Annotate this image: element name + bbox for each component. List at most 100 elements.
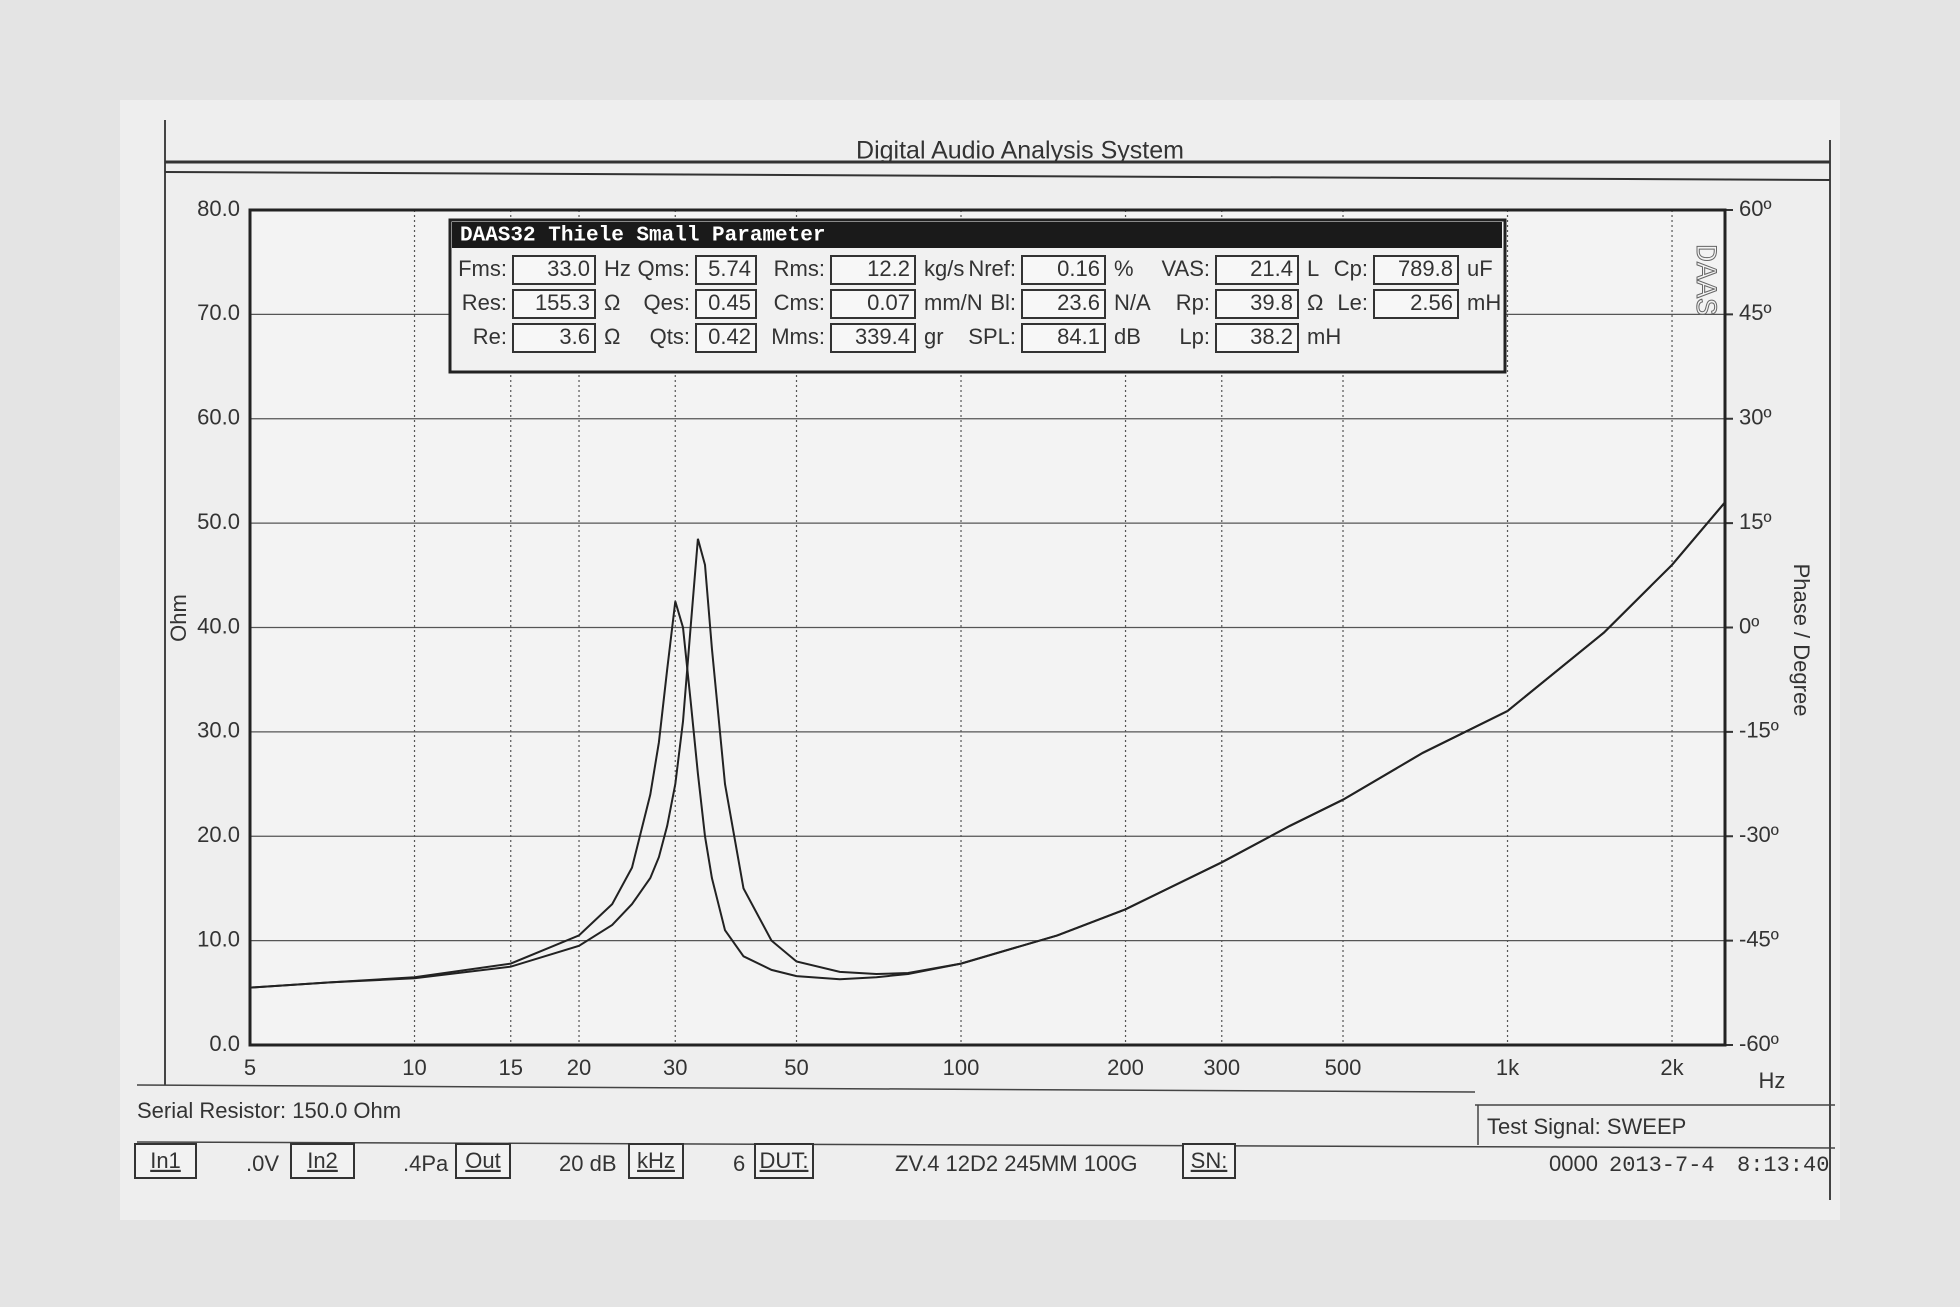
param-box — [1215, 323, 1299, 353]
param-box — [695, 255, 757, 285]
param-value: 39.8 — [1250, 290, 1293, 315]
param-box — [1215, 255, 1299, 285]
panel-title: DAAS32 Thiele Small Parameter — [460, 225, 825, 248]
param-value: 5.74 — [708, 256, 751, 281]
param-unit: mm/N — [924, 290, 983, 315]
param-box — [1021, 289, 1106, 319]
y2-tick-label: 45º — [1739, 300, 1772, 325]
param-value: 33.0 — [547, 256, 590, 281]
param-unit: % — [1114, 256, 1134, 281]
param-label: Bl: — [990, 290, 1016, 315]
param-unit: dB — [1114, 324, 1141, 349]
control-value: 20 dB — [559, 1151, 617, 1176]
x-tick-label: 15 — [499, 1055, 523, 1080]
param-label: Qms: — [637, 256, 690, 281]
param-label: Rms: — [774, 256, 825, 281]
param-value: 38.2 — [1250, 324, 1293, 349]
control-value: ZV.4 12D2 245MM 100G — [895, 1151, 1138, 1176]
y2-tick-label: -45º — [1739, 926, 1779, 951]
serial-resistor: Serial Resistor: 150.0 Ohm — [137, 1098, 401, 1123]
title-rule — [164, 171, 1831, 181]
param-box — [512, 323, 596, 353]
x-tick-label: 100 — [943, 1055, 980, 1080]
control-label: In2 — [307, 1148, 338, 1173]
control-value: 8:13:40 — [1737, 1153, 1829, 1178]
y-tick-label: 20.0 — [197, 822, 240, 847]
y-tick-label: 60.0 — [197, 405, 240, 430]
param-label: Lp: — [1179, 324, 1210, 349]
y2-tick-label: 60º — [1739, 196, 1772, 221]
control-button — [455, 1143, 511, 1179]
param-unit: gr — [924, 324, 944, 349]
param-box — [512, 289, 596, 319]
x-tick-label: 300 — [1203, 1055, 1240, 1080]
param-value: 84.1 — [1057, 324, 1100, 349]
y2-tick-label: -60º — [1739, 1031, 1779, 1056]
y2-tick-label: 30º — [1739, 405, 1772, 430]
x-tick-label: 50 — [784, 1055, 808, 1080]
x-tick-label: 10 — [402, 1055, 426, 1080]
param-label: Cp: — [1334, 256, 1368, 281]
y2-tick-label: -15º — [1739, 718, 1779, 743]
param-label: Mms: — [771, 324, 825, 349]
chart-title: Digital Audio Analysis System — [856, 137, 1184, 165]
param-box — [1021, 255, 1106, 285]
param-value: 339.4 — [855, 324, 910, 349]
param-box — [830, 255, 916, 285]
control-value: 2013-7-4 — [1609, 1153, 1715, 1178]
param-label: Fms: — [458, 256, 507, 281]
control-value: 0000 — [1549, 1151, 1598, 1176]
control-label: DUT: — [760, 1148, 809, 1173]
param-label: VAS: — [1161, 256, 1210, 281]
plot-frame — [248, 208, 1727, 1047]
y2-axis-title: Phase / Degree — [1789, 564, 1814, 717]
y2-tick-label: 0º — [1739, 613, 1759, 638]
param-box — [512, 255, 596, 285]
param-value: 789.8 — [1398, 256, 1453, 281]
param-box — [695, 289, 757, 319]
param-value: 3.6 — [559, 324, 590, 349]
param-box — [695, 323, 757, 353]
control-label: SN: — [1191, 1148, 1228, 1173]
footer-rule — [136, 1141, 1836, 1149]
x-tick-label: 200 — [1107, 1055, 1144, 1080]
param-label: Le: — [1337, 290, 1368, 315]
y2-tick-label: -30º — [1739, 822, 1779, 847]
param-value: 12.2 — [867, 256, 910, 281]
param-value: 0.45 — [708, 290, 751, 315]
x-tick-label: 2k — [1660, 1055, 1684, 1080]
param-label: Rp: — [1176, 290, 1210, 315]
x-tick-label: 500 — [1325, 1055, 1362, 1080]
y-tick-label: 0.0 — [209, 1031, 240, 1056]
param-unit: Hz — [604, 256, 631, 281]
footer-controls: In1 .0V In2 .4Pa Out 20 dB kHz 6 DUT: ZV.4 12D2 2… — [134, 1143, 1829, 1179]
param-label: Re: — [473, 324, 507, 349]
control-value: .4Pa — [403, 1151, 449, 1176]
param-unit: L — [1307, 256, 1319, 281]
param-label: Res: — [462, 290, 507, 315]
x-unit: Hz — [1759, 1068, 1786, 1093]
param-unit: Ω — [604, 290, 620, 315]
param-unit: uF — [1467, 256, 1493, 281]
y2-tick-label: 15º — [1739, 509, 1772, 534]
x-tick-label: 1k — [1496, 1055, 1520, 1080]
param-box — [1215, 289, 1299, 319]
control-button — [628, 1143, 684, 1179]
param-unit: Ω — [604, 324, 620, 349]
param-label: Qts: — [650, 324, 690, 349]
control-button — [134, 1143, 197, 1179]
control-label: In1 — [150, 1148, 181, 1173]
control-button — [754, 1143, 814, 1179]
param-box — [1021, 323, 1106, 353]
y-tick-label: 70.0 — [197, 300, 240, 325]
logo: DAAS — [1687, 244, 1721, 316]
parameter-panel: DAAS32 Thiele Small Parameter DAAS Fms: 3… — [448, 218, 1722, 374]
control-button — [1182, 1143, 1236, 1179]
x-tick-label: 30 — [663, 1055, 687, 1080]
param-label: Cms: — [774, 290, 825, 315]
y-tick-label: 30.0 — [197, 718, 240, 743]
x-tick-label: 20 — [567, 1055, 591, 1080]
param-label: Qes: — [644, 290, 690, 315]
control-value: 6 — [733, 1151, 745, 1176]
